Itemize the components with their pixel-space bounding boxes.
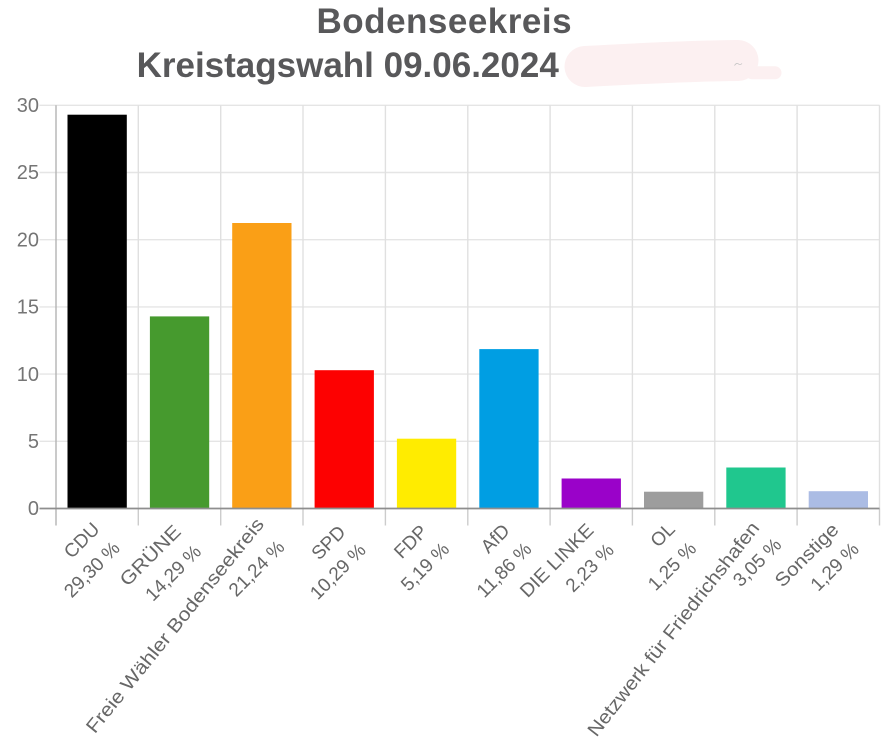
svg-text:10: 10 [17, 364, 39, 386]
svg-text:Bodenseekreis: Bodenseekreis [317, 2, 573, 41]
svg-text:20: 20 [17, 229, 39, 251]
svg-text:Kreistagswahl 09.06.2024: Kreistagswahl 09.06.2024 [137, 46, 560, 85]
svg-text:30: 30 [17, 95, 39, 117]
svg-text:0: 0 [28, 498, 39, 520]
svg-text:15: 15 [17, 297, 39, 319]
svg-text:25: 25 [17, 162, 39, 184]
svg-text:5: 5 [28, 431, 39, 453]
